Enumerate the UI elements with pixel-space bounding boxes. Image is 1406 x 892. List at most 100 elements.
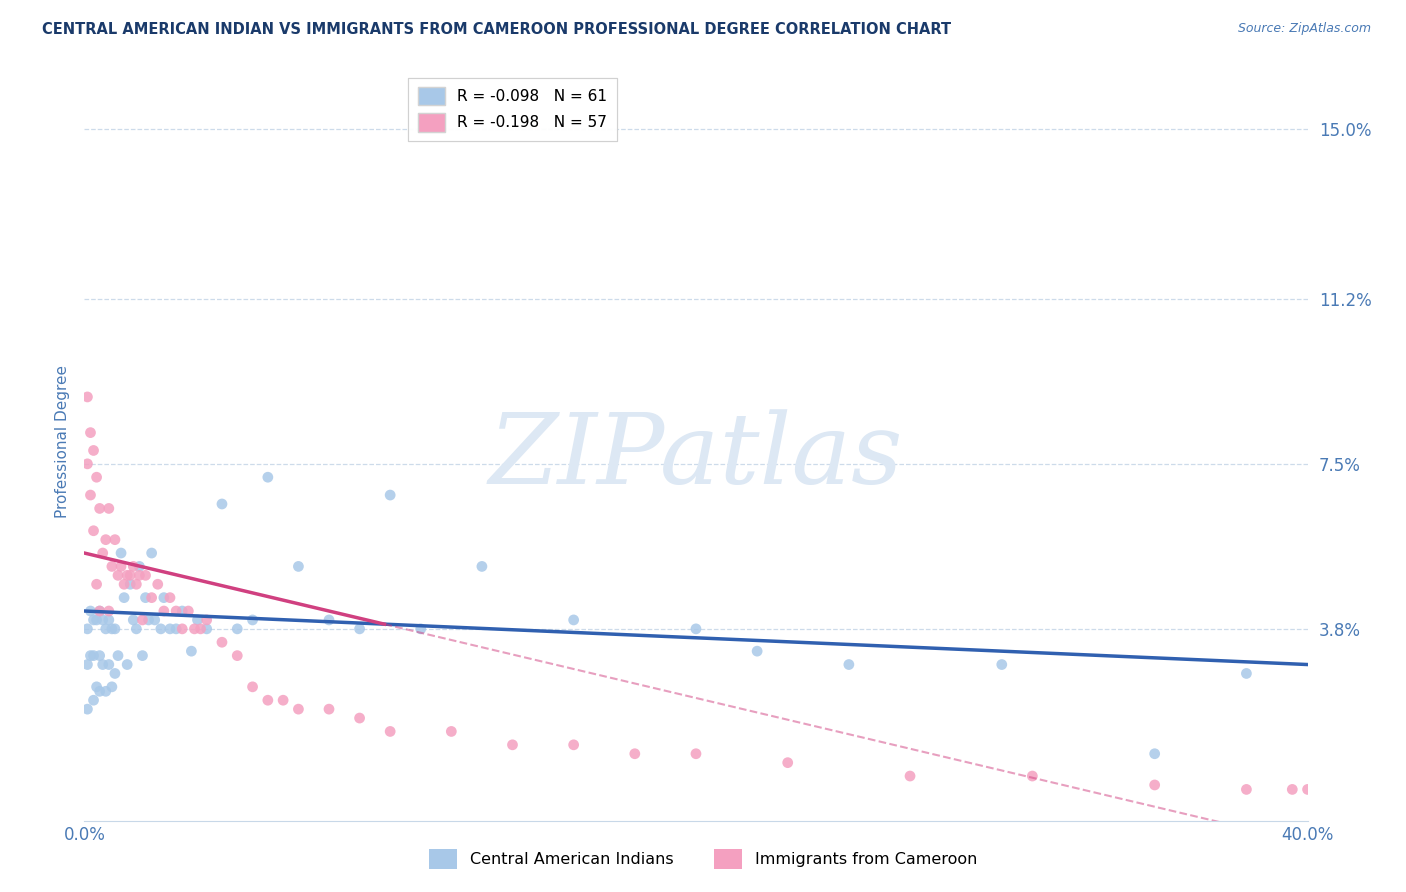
Point [1236,782,1258,797]
Point [94,684,117,698]
Point [83,648,105,663]
Point [211,635,233,649]
Point [195,613,218,627]
Point [838,657,860,672]
Point [1143,778,1166,792]
Point [747,644,769,658]
Point [562,738,585,752]
Point [149,622,172,636]
Legend: Central American Indians, Immigrants from Cameroon: Central American Indians, Immigrants fro… [422,843,984,875]
Point [1021,769,1043,783]
Point [287,559,309,574]
Point [242,680,264,694]
Point [1296,782,1319,797]
Point [685,622,707,636]
Point [104,622,127,636]
Point [131,613,153,627]
Point [89,501,111,516]
Point [153,591,176,605]
Point [76,457,98,471]
Point [409,622,432,636]
Point [101,559,124,574]
Point [122,559,145,574]
Point [349,622,371,636]
Point [104,666,127,681]
Point [562,613,585,627]
Point [86,680,108,694]
Point [183,622,205,636]
Point [211,497,233,511]
Point [287,702,309,716]
Point [101,622,124,636]
Point [135,591,157,605]
Point [97,501,120,516]
Point [91,546,114,560]
Point [471,559,494,574]
Text: Source: ZipAtlas.com: Source: ZipAtlas.com [1237,22,1371,36]
Point [115,657,138,672]
Point [172,622,194,636]
Point [685,747,707,761]
Text: ZIPatlas: ZIPatlas [489,409,903,504]
Point [380,488,402,502]
Point [125,622,148,636]
Point [159,591,181,605]
Point [79,488,101,502]
Point [141,546,163,560]
Point [101,680,124,694]
Point [83,693,105,707]
Point [177,604,200,618]
Point [186,613,208,627]
Point [97,613,120,627]
Point [128,559,150,574]
Point [97,604,120,618]
Point [86,577,108,591]
Point [318,613,340,627]
Point [165,622,187,636]
Point [86,470,108,484]
Point [624,747,647,761]
Point [79,648,101,663]
Point [159,622,181,636]
Point [120,577,142,591]
Point [318,702,340,716]
Point [89,684,111,698]
Point [83,524,105,538]
Point [172,604,194,618]
Point [112,577,135,591]
Point [1281,782,1303,797]
Point [122,613,145,627]
Point [131,648,153,663]
Point [76,390,98,404]
Text: CENTRAL AMERICAN INDIAN VS IMMIGRANTS FROM CAMEROON PROFESSIONAL DEGREE CORRELAT: CENTRAL AMERICAN INDIAN VS IMMIGRANTS FR… [42,22,952,37]
Point [83,613,105,627]
Point [226,648,249,663]
Point [107,648,129,663]
Point [91,657,114,672]
Point [115,568,138,582]
Point [120,568,142,582]
Point [79,604,101,618]
Point [89,648,111,663]
Point [349,711,371,725]
Point [271,693,294,707]
Point [180,644,202,658]
Point [91,613,114,627]
Point [165,604,187,618]
Point [138,613,160,627]
Point [89,604,111,618]
Point [143,613,166,627]
Point [110,559,132,574]
Point [242,613,264,627]
Point [76,622,98,636]
Point [110,546,132,560]
Point [135,568,157,582]
Point [195,622,218,636]
Y-axis label: Professional Degree: Professional Degree [55,365,70,518]
Point [76,702,98,716]
Point [1143,747,1166,761]
Point [97,657,120,672]
Point [89,604,111,618]
Point [190,622,212,636]
Point [257,693,280,707]
